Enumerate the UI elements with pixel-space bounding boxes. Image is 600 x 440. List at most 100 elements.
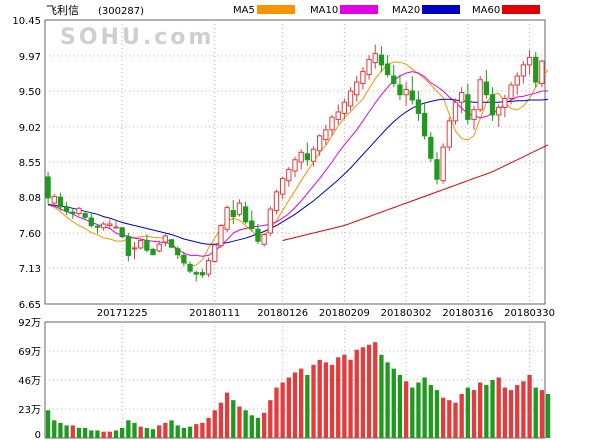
candle-body-down — [94, 225, 101, 228]
candle — [459, 87, 465, 114]
candle-body-up — [446, 120, 452, 148]
candle-body-up — [520, 64, 527, 77]
candle-body-up — [459, 91, 465, 103]
legend-label: MA60 — [472, 5, 500, 16]
volume-bar — [249, 415, 254, 438]
candle — [57, 192, 64, 211]
candle-body-up — [440, 146, 446, 182]
volume-bar — [478, 382, 483, 438]
legend-item-ma5: MA5 — [233, 5, 295, 16]
candle-body-down — [88, 217, 94, 227]
candle-body-up — [539, 60, 545, 85]
volume-bar — [255, 417, 261, 438]
volume-bar — [391, 368, 396, 438]
candle — [496, 104, 502, 127]
candle-body-up — [329, 116, 335, 131]
candle — [255, 224, 261, 245]
volume-bar — [459, 393, 464, 438]
candle-body-down — [168, 239, 175, 248]
legend-swatch — [502, 5, 540, 14]
candle — [347, 87, 354, 111]
candle — [477, 76, 483, 112]
volume-bar — [373, 342, 378, 438]
legend-swatch — [257, 5, 295, 14]
volume-bar — [45, 410, 51, 438]
candle-body-down — [249, 220, 255, 230]
candle — [181, 251, 187, 267]
candle-body-up — [51, 195, 57, 204]
candle — [471, 105, 477, 130]
candle — [63, 201, 70, 216]
volume-bar — [521, 381, 526, 438]
volume-bar — [508, 390, 514, 438]
candle — [298, 149, 304, 170]
volume-bar — [144, 427, 150, 438]
candle-body-down — [70, 211, 76, 215]
candle — [131, 241, 138, 260]
candle-body-up — [267, 208, 273, 234]
candle — [230, 200, 236, 225]
volume-bar — [280, 382, 285, 438]
candle — [489, 87, 496, 121]
candle-body-up — [341, 101, 348, 114]
candle-body-up — [107, 223, 113, 227]
candle — [384, 55, 391, 78]
volume-bar — [107, 431, 112, 438]
candle-body-up — [514, 75, 520, 86]
candle — [323, 124, 329, 145]
volume-bar — [138, 426, 143, 438]
price-tick-label: 8.08 — [19, 193, 41, 204]
volume-bar — [305, 374, 310, 438]
volume-bar — [385, 362, 390, 438]
candle-body-down — [384, 63, 391, 76]
volume-bar — [379, 354, 384, 438]
candle — [113, 221, 119, 229]
candle — [100, 221, 107, 231]
candle — [76, 206, 82, 216]
candle — [403, 82, 409, 106]
candle-body-up — [113, 226, 119, 229]
candle — [261, 233, 267, 247]
volume-bar — [465, 387, 470, 438]
candle — [205, 257, 212, 278]
candle — [236, 199, 243, 217]
legend-item-ma20: MA20 — [392, 5, 460, 16]
price-tick-label: 7.13 — [19, 264, 41, 275]
volume-bar — [422, 377, 427, 438]
candle-body-up — [76, 207, 82, 215]
candle — [212, 243, 218, 263]
candle — [354, 76, 360, 102]
volume-panel: 92万 69万 46万 23万 0 — [18, 318, 551, 440]
candle — [286, 167, 292, 187]
price-panel: 10.45 9.97 9.50 9.02 8.55 8.08 7.60 7.13 6.65 201… — [12, 16, 555, 319]
candle-body-up — [298, 151, 304, 163]
legend-item-ma10: MA10 — [310, 5, 378, 16]
legend-label: MA5 — [233, 5, 255, 16]
candle-body-down — [255, 228, 261, 242]
candle — [82, 212, 88, 220]
volume-bar — [453, 402, 458, 438]
volume-bar — [187, 426, 193, 438]
candle-body-up — [131, 247, 138, 250]
volume-bar — [58, 422, 63, 438]
price-tick-label: 6.65 — [19, 300, 41, 311]
volume-bar — [471, 390, 477, 438]
candle-body-down — [242, 206, 249, 223]
candle-body-down — [175, 248, 181, 256]
candle — [446, 117, 452, 151]
volume-bar — [292, 372, 298, 438]
legend-item-ma60: MA60 — [472, 5, 540, 16]
candle — [310, 146, 317, 167]
candle-body-up — [279, 177, 286, 195]
volume-bar — [82, 427, 88, 438]
candle — [440, 143, 446, 184]
legend-swatch — [340, 5, 378, 14]
date-tick-label: 20180330 — [504, 308, 555, 319]
candle — [249, 210, 255, 232]
candle-body-up — [224, 207, 230, 230]
candle-body-down — [428, 136, 434, 159]
candle-body-up — [310, 148, 317, 162]
volume-bar — [490, 380, 495, 438]
candle-body-down — [150, 248, 156, 256]
